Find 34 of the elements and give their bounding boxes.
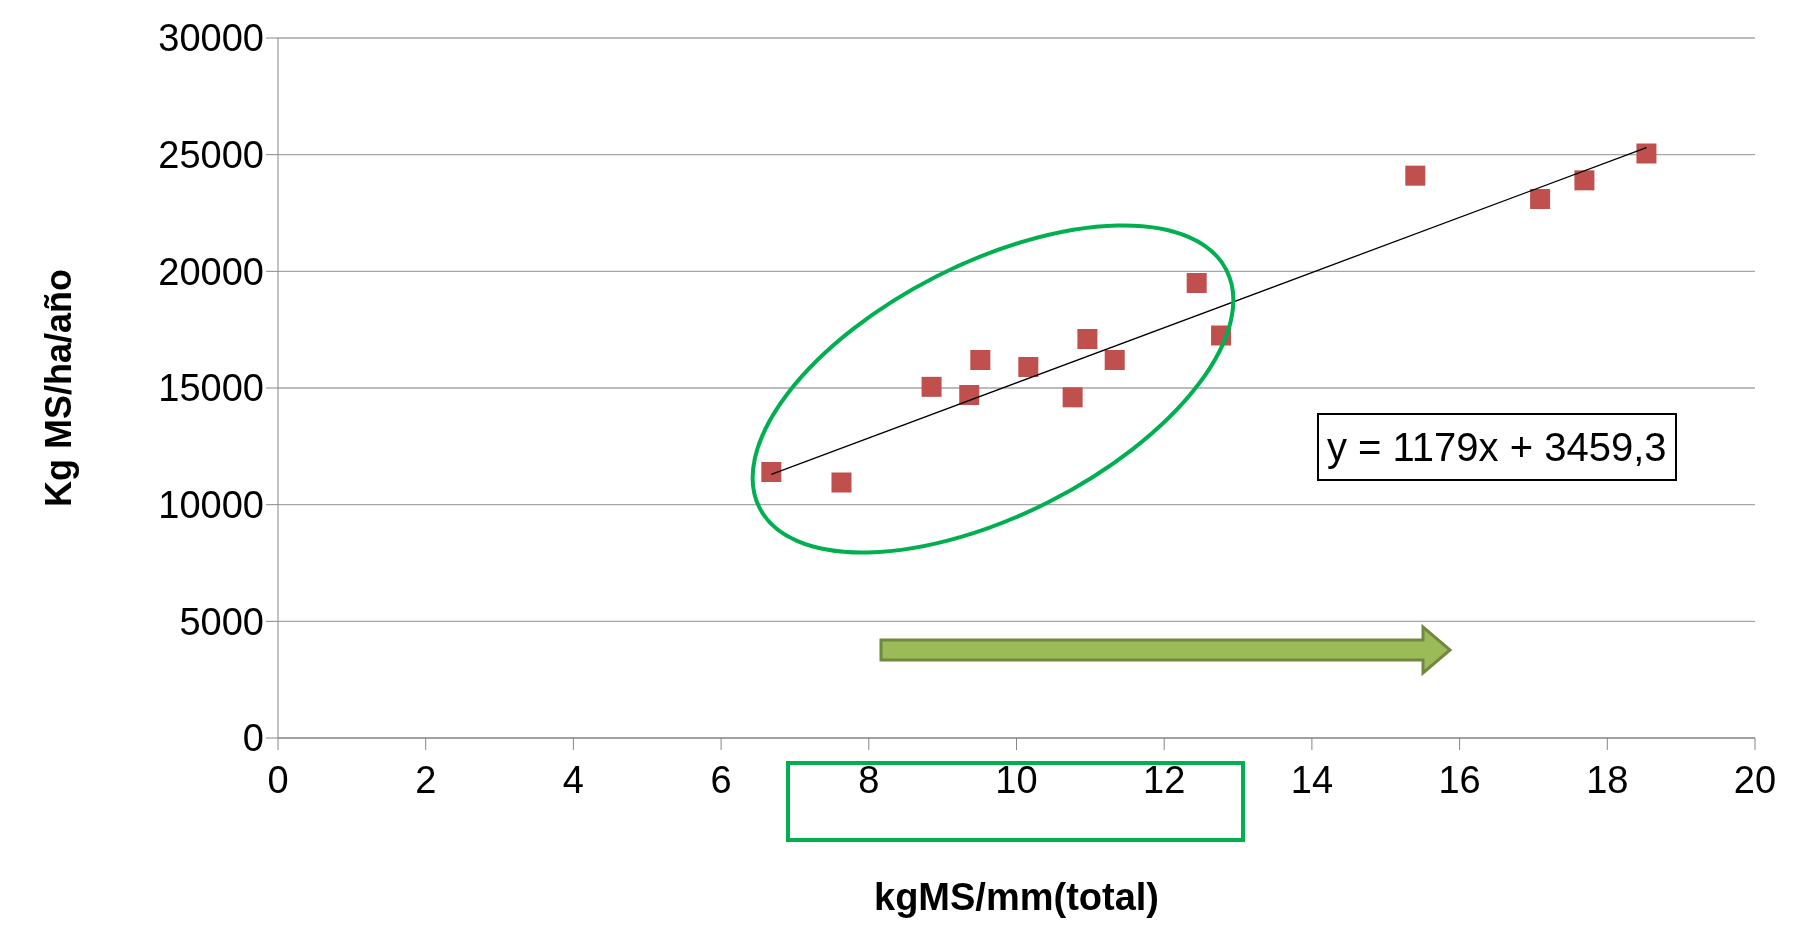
point xyxy=(1574,170,1595,191)
x-tick-label: 10 xyxy=(995,758,1038,801)
x-tick-label: 4 xyxy=(562,758,584,801)
x-tick-label: 16 xyxy=(1438,758,1481,801)
y-tick-label: 0 xyxy=(242,717,264,760)
point xyxy=(1018,357,1039,377)
annotation: y = 1179x + 3459,3 xyxy=(1317,413,1677,481)
y-tick-label: 30000 xyxy=(158,17,264,60)
point xyxy=(761,462,782,482)
y-tick-label: 5000 xyxy=(179,600,264,643)
x-axis-title: kgMS/mm(total) xyxy=(874,875,1159,918)
y-tick-label: 10000 xyxy=(158,484,264,527)
y-tick-label: 20000 xyxy=(158,250,264,293)
point xyxy=(921,376,942,397)
point xyxy=(1530,189,1551,209)
point xyxy=(1077,329,1098,349)
point xyxy=(959,385,980,405)
point xyxy=(1405,165,1426,186)
point xyxy=(1186,273,1207,293)
point xyxy=(831,472,852,493)
point xyxy=(970,350,991,370)
point xyxy=(1062,387,1083,408)
x-tick-label: 8 xyxy=(858,758,880,801)
x-tick-label: 18 xyxy=(1586,758,1629,801)
y-tick-label: 25000 xyxy=(158,134,264,177)
point xyxy=(1636,143,1657,164)
point xyxy=(1104,350,1125,370)
x-tick-label: 2 xyxy=(415,758,437,801)
x-tick-label: 14 xyxy=(1290,758,1334,801)
y-tick-label: 15000 xyxy=(158,367,264,410)
x-tick-label: 6 xyxy=(710,758,732,801)
x-tick-label: 20 xyxy=(1733,758,1777,801)
x-tick-label: 12 xyxy=(1143,758,1186,801)
y-axis-title: Kg MS/ha/año xyxy=(37,268,79,508)
